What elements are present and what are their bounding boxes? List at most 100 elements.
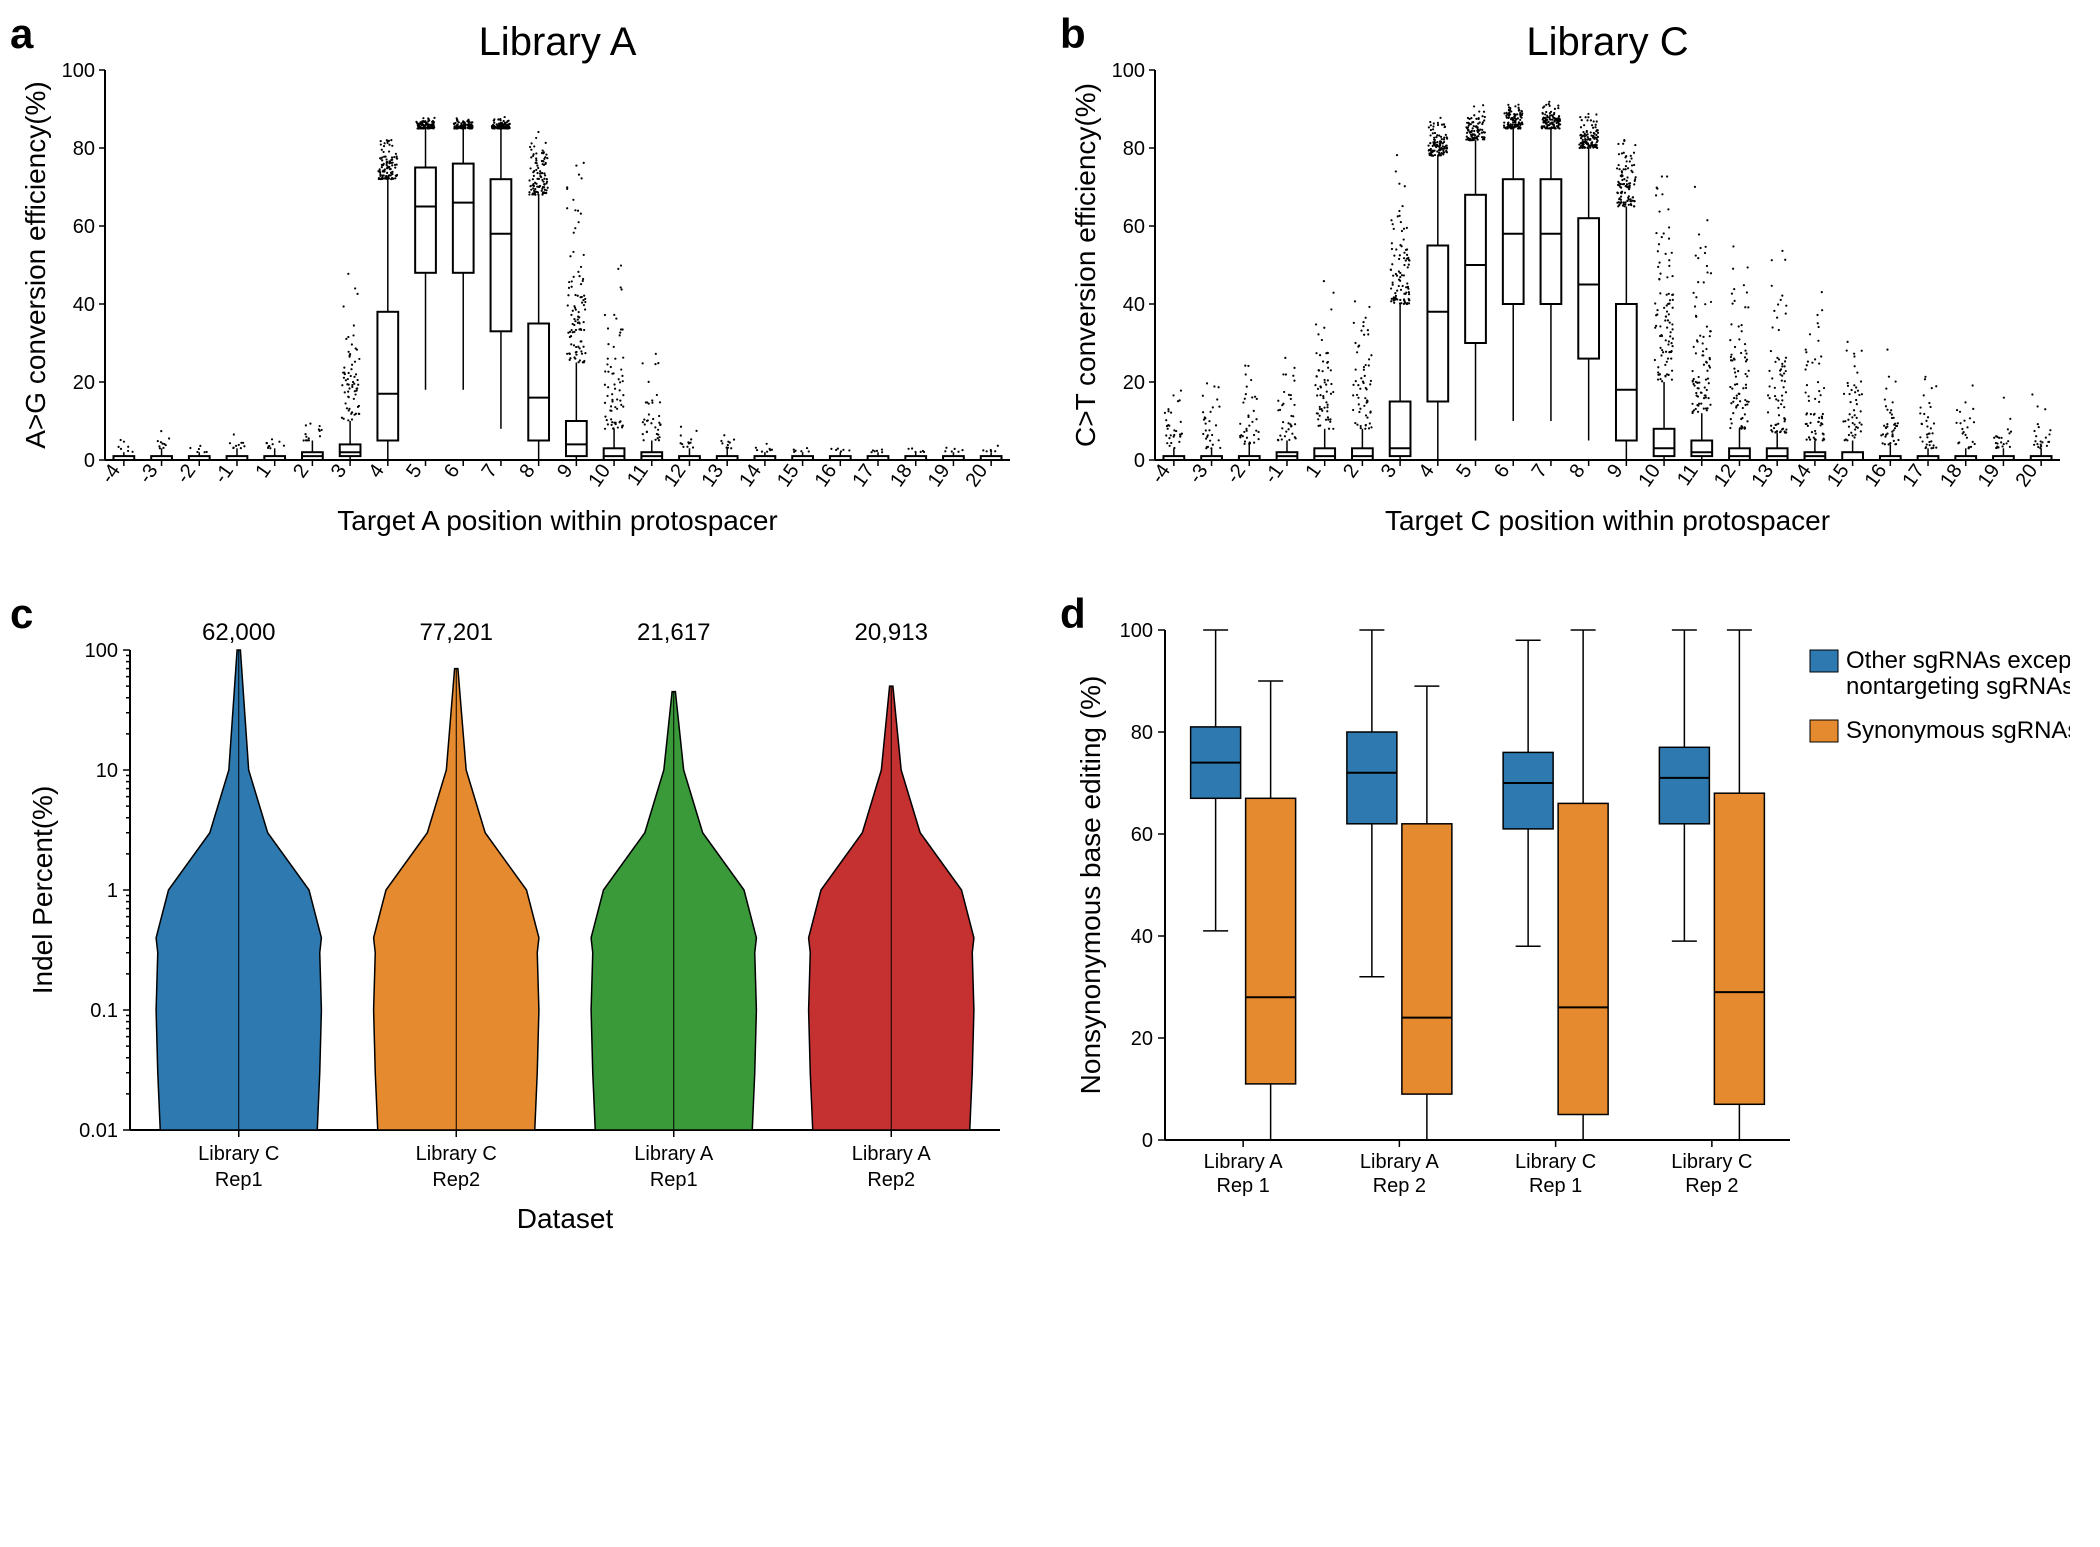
panel-b-chart: Library C020406080100C>T conversion effi… (1070, 20, 2070, 540)
svg-text:2: 2 (289, 460, 313, 482)
svg-text:0.01: 0.01 (79, 1120, 118, 1142)
svg-text:77,201: 77,201 (420, 619, 493, 646)
svg-text:40: 40 (1123, 294, 1145, 316)
svg-text:20: 20 (1123, 372, 1145, 394)
svg-text:20: 20 (1131, 1028, 1153, 1050)
svg-text:-3: -3 (1184, 460, 1212, 487)
svg-text:20: 20 (73, 372, 95, 394)
svg-text:3: 3 (327, 460, 351, 482)
svg-text:Library A: Library A (852, 1143, 932, 1165)
svg-text:20: 20 (961, 460, 992, 491)
svg-text:80: 80 (1131, 722, 1153, 744)
svg-text:-3: -3 (134, 460, 162, 487)
svg-text:Library C: Library C (1515, 1151, 1596, 1173)
svg-text:5: 5 (402, 460, 426, 482)
svg-text:17: 17 (1898, 460, 1929, 491)
svg-text:Library A: Library A (1204, 1151, 1284, 1173)
svg-text:40: 40 (1131, 926, 1153, 948)
svg-text:Rep 2: Rep 2 (1373, 1175, 1426, 1197)
svg-text:11: 11 (623, 460, 653, 490)
svg-text:80: 80 (1123, 138, 1145, 160)
svg-text:14: 14 (735, 460, 766, 491)
svg-text:Rep 1: Rep 1 (1216, 1175, 1269, 1197)
svg-text:18: 18 (1936, 460, 1967, 491)
svg-text:100: 100 (85, 640, 118, 662)
svg-text:Library C: Library C (198, 1143, 279, 1165)
svg-text:2: 2 (1339, 460, 1363, 482)
panel-d-label: d (1060, 590, 1086, 638)
figure-grid: a Library A020406080100A>G conversion ef… (20, 20, 2080, 1240)
svg-text:9: 9 (553, 460, 577, 482)
svg-text:Target A position within proto: Target A position within protospacer (337, 505, 777, 536)
svg-text:Library A: Library A (479, 20, 637, 64)
svg-text:100: 100 (1120, 620, 1153, 642)
svg-text:9: 9 (1603, 460, 1627, 482)
svg-text:Rep1: Rep1 (215, 1169, 263, 1191)
svg-text:15: 15 (773, 460, 804, 491)
svg-text:5: 5 (1452, 460, 1476, 482)
svg-text:8: 8 (515, 460, 539, 482)
svg-text:-2: -2 (1222, 460, 1250, 487)
svg-text:Rep1: Rep1 (650, 1169, 698, 1191)
svg-text:0: 0 (84, 450, 95, 472)
svg-text:17: 17 (848, 460, 879, 491)
svg-text:0: 0 (1142, 1130, 1153, 1152)
svg-text:0.1: 0.1 (90, 1000, 118, 1022)
svg-text:1: 1 (1301, 460, 1325, 482)
svg-text:6: 6 (440, 460, 464, 482)
svg-text:1: 1 (107, 880, 118, 902)
panel-c-label: c (10, 590, 33, 638)
svg-text:16: 16 (1861, 460, 1892, 491)
svg-text:Library C: Library C (1526, 20, 1688, 64)
svg-text:21,617: 21,617 (637, 619, 710, 646)
svg-text:-2: -2 (172, 460, 200, 487)
svg-text:Other sgRNAs except for: Other sgRNAs except for (1846, 647, 2070, 674)
svg-text:60: 60 (1131, 824, 1153, 846)
svg-text:Indel Percent(%): Indel Percent(%) (27, 786, 58, 995)
panel-a-label: a (10, 10, 33, 58)
svg-text:20: 20 (2011, 460, 2042, 491)
svg-text:-4: -4 (97, 460, 125, 487)
svg-text:11: 11 (1673, 460, 1703, 490)
svg-text:7: 7 (478, 460, 502, 482)
svg-text:Target C position within proto: Target C position within protospacer (1385, 505, 1830, 536)
svg-text:3: 3 (1377, 460, 1401, 482)
svg-text:-4: -4 (1147, 460, 1175, 487)
svg-text:7: 7 (1528, 460, 1552, 482)
svg-text:4: 4 (1415, 460, 1439, 482)
svg-text:A>G conversion efficiency(%): A>G conversion efficiency(%) (20, 81, 51, 449)
svg-text:14: 14 (1785, 460, 1816, 491)
svg-text:16: 16 (811, 460, 842, 491)
panel-a: a Library A020406080100A>G conversion ef… (20, 20, 1030, 540)
svg-text:62,000: 62,000 (202, 619, 275, 646)
svg-text:-1: -1 (1260, 460, 1288, 487)
svg-text:4: 4 (365, 460, 389, 482)
svg-text:60: 60 (73, 216, 95, 238)
panel-a-chart: Library A020406080100A>G conversion effi… (20, 20, 1020, 540)
svg-text:13: 13 (697, 460, 728, 491)
svg-text:10: 10 (96, 760, 118, 782)
svg-text:-1: -1 (210, 460, 238, 487)
panel-b-label: b (1060, 10, 1086, 58)
svg-text:Library A: Library A (1360, 1151, 1440, 1173)
panel-d-chart: 0 20 40 60 80 100 Nonsynonymous base editing (… (1070, 600, 2070, 1240)
panel-b: b Library C020406080100C>T conversion ef… (1070, 20, 2080, 540)
svg-text:Dataset: Dataset (517, 1203, 614, 1234)
svg-text:Nonsynonymous base editing (%): Nonsynonymous base editing (%) (1075, 676, 1106, 1095)
svg-text:80: 80 (73, 138, 95, 160)
panel-c: c 0.010.1110100Indel Percent(%)Dataset62… (20, 600, 1030, 1240)
svg-text:8: 8 (1565, 460, 1589, 482)
svg-text:100: 100 (62, 60, 95, 82)
svg-text:60: 60 (1123, 216, 1145, 238)
panel-d: d 020406080100Nonsynonymous base editing… (1070, 600, 2080, 1240)
svg-text:Library C: Library C (416, 1143, 497, 1165)
svg-text:Rep 2: Rep 2 (1685, 1175, 1738, 1197)
svg-text:Library A: Library A (634, 1143, 714, 1165)
svg-text:C>T conversion efficiency(%): C>T conversion efficiency(%) (1070, 83, 1101, 447)
svg-text:Library C: Library C (1671, 1151, 1752, 1173)
svg-text:19: 19 (924, 460, 955, 491)
svg-text:1: 1 (251, 460, 275, 482)
svg-text:15: 15 (1823, 460, 1854, 491)
svg-text:10: 10 (584, 460, 615, 491)
svg-text:Rep 1: Rep 1 (1529, 1175, 1582, 1197)
